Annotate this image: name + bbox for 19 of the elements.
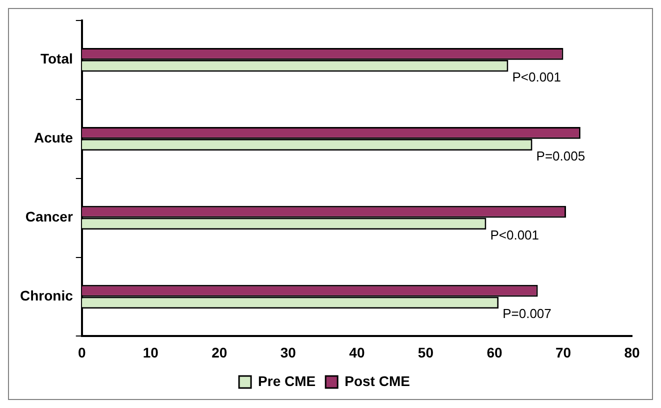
y-tick-label: Cancer <box>25 208 74 225</box>
y-tick-label: Chronic <box>20 288 74 304</box>
x-tick-label: 30 <box>280 344 296 360</box>
legend-label: Pre CME <box>258 372 316 389</box>
annotation: P=0.007 <box>502 306 552 322</box>
x-tick-label: 70 <box>555 344 572 360</box>
x-tick-label: 0 <box>78 344 86 360</box>
y-tick-label: Acute <box>34 130 74 146</box>
annotation: P<0.001 <box>490 227 540 242</box>
x-tick-label: 10 <box>142 344 159 360</box>
annotation: P<0.001 <box>512 69 562 84</box>
legend-label: Post CME <box>344 372 410 389</box>
annotation: P=0.005 <box>536 148 586 164</box>
x-tick-label: 80 <box>624 344 640 360</box>
x-tick-label: 20 <box>212 344 228 360</box>
y-tick-label: Total <box>40 50 73 67</box>
x-tick-label: 60 <box>486 344 502 360</box>
x-tick-label: 50 <box>418 344 434 360</box>
x-tick-label: 40 <box>349 344 365 360</box>
